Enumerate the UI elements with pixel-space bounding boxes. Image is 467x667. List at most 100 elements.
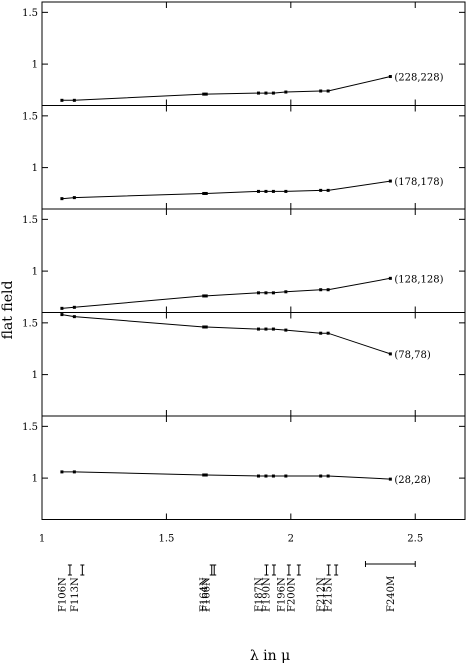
- filter-label-f187n: F187N: [254, 577, 265, 612]
- data-point: [72, 305, 76, 309]
- panel-5: 1 1.5 (28,28): [22, 415, 466, 520]
- filter-label-f190n: F190N: [261, 577, 272, 612]
- filter-label-f106n: F106N: [57, 577, 68, 612]
- data-point: [284, 189, 288, 193]
- data-point: [256, 189, 260, 193]
- data-point: [326, 89, 330, 93]
- y-tick-label: 1: [32, 163, 38, 174]
- panel-position-label: (28,28): [394, 475, 431, 486]
- data-point: [72, 196, 76, 200]
- filter-label-f196n: F196N: [276, 577, 287, 612]
- data-point: [271, 327, 275, 331]
- data-point: [72, 98, 76, 102]
- data-point: [264, 189, 268, 193]
- data-point: [319, 89, 323, 93]
- data-point: [204, 294, 208, 298]
- panel-position-label: (128,128): [394, 274, 443, 285]
- series-line: [61, 76, 391, 101]
- data-point: [256, 291, 260, 295]
- x-axis-title: λ in μ: [250, 648, 290, 664]
- panel-3: 1 1.5 (128,128): [22, 208, 466, 313]
- data-point: [284, 90, 288, 94]
- y-tick-label: 1.5: [22, 318, 38, 329]
- x-tick-label: 2.5: [407, 534, 423, 545]
- data-point: [60, 470, 64, 474]
- data-point: [264, 91, 268, 95]
- x-tick-label: 1.5: [158, 534, 174, 545]
- data-point: [204, 473, 208, 477]
- data-point: [202, 92, 206, 96]
- filter-label-f200n: F200N: [286, 577, 297, 612]
- data-point: [60, 313, 64, 317]
- data-point: [326, 331, 330, 335]
- data-point: [72, 315, 76, 319]
- panel-2: 1 1.5 (178,178): [22, 105, 466, 210]
- data-point: [204, 92, 208, 96]
- filter-label-f164n: F164N: [199, 577, 210, 612]
- data-point: [319, 474, 323, 478]
- data-point: [60, 306, 64, 310]
- panel-1: 1 1.5 (228,228): [22, 1, 466, 106]
- filter-label-f113n: F113N: [70, 577, 81, 612]
- panel-frame: [41, 1, 466, 106]
- panel-frame: [41, 105, 466, 210]
- series-line: [61, 314, 391, 355]
- y-tick-label: 1.5: [22, 422, 38, 433]
- panel-4: 1 1.5 (78,78): [22, 312, 466, 417]
- data-point: [264, 474, 268, 478]
- data-point: [60, 98, 64, 102]
- data-point: [271, 291, 275, 295]
- series-line: [61, 471, 391, 480]
- y-tick-label: 1: [32, 370, 38, 381]
- data-point: [264, 291, 268, 295]
- filter-label-f215n: F215N: [324, 577, 335, 612]
- data-point: [271, 189, 275, 193]
- y-tick-label: 1: [32, 60, 38, 71]
- x-tick-label: 2: [288, 534, 294, 545]
- panel-position-label: (178,178): [394, 177, 443, 188]
- filter-label-f240m: F240M: [386, 576, 397, 612]
- data-point: [326, 474, 330, 478]
- panel-frame: [41, 415, 466, 520]
- data-point: [284, 328, 288, 332]
- x-tick-label: 1: [39, 534, 45, 545]
- data-point: [60, 197, 64, 201]
- y-axis-title: flat field: [0, 281, 16, 340]
- data-point: [204, 325, 208, 329]
- data-point: [264, 327, 268, 331]
- y-tick-label: 1.5: [22, 215, 38, 226]
- data-point: [388, 352, 392, 356]
- filter-label-f166n: F166N: [202, 577, 213, 612]
- panels-group: 11.5(228,228)11.5(178,178)11.5(128,128)1…: [22, 1, 466, 520]
- data-point: [326, 188, 330, 192]
- data-point: [284, 474, 288, 478]
- data-point: [72, 470, 76, 474]
- panel-position-label: (228,228): [394, 73, 443, 84]
- data-point: [284, 290, 288, 294]
- data-point: [271, 474, 275, 478]
- data-point: [388, 179, 392, 183]
- data-point: [202, 473, 206, 477]
- data-point: [202, 294, 206, 298]
- data-point: [319, 188, 323, 192]
- y-tick-label: 1.5: [22, 8, 38, 19]
- filter-label-f212n: F212N: [316, 577, 327, 612]
- data-point: [326, 288, 330, 292]
- series-line: [61, 180, 391, 200]
- y-tick-label: 1: [32, 474, 38, 485]
- y-tick-label: 1: [32, 267, 38, 278]
- data-point: [388, 75, 392, 79]
- data-point: [388, 276, 392, 280]
- data-point: [202, 325, 206, 329]
- data-point: [271, 91, 275, 95]
- series-line: [61, 277, 391, 309]
- data-point: [256, 474, 260, 478]
- x-axis-group: 1 1.5 2 2.5: [39, 534, 423, 545]
- data-point: [256, 91, 260, 95]
- y-tick-label: 1.5: [22, 111, 38, 122]
- panel-frame: [41, 312, 466, 417]
- data-point: [256, 327, 260, 331]
- data-point: [202, 191, 206, 195]
